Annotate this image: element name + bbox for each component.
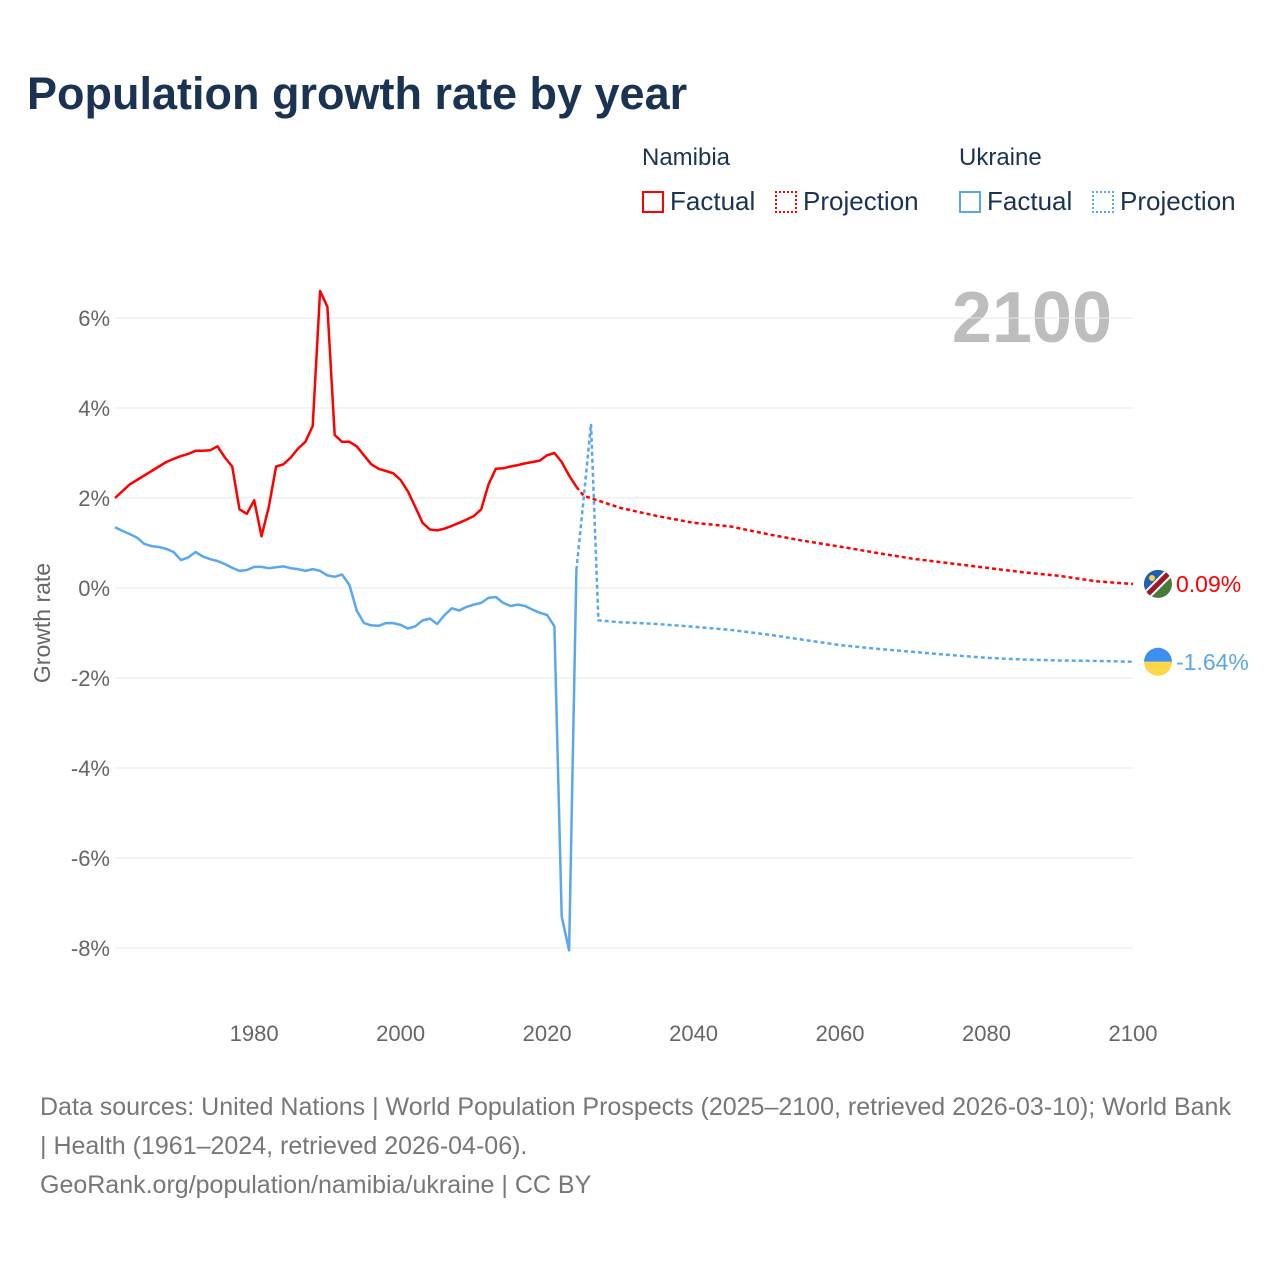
legend-label: Projection: [803, 186, 919, 216]
y-tick-label: -2%: [71, 666, 110, 691]
namibia-flag-icon: [1144, 569, 1172, 598]
x-tick-label: 2060: [816, 1021, 865, 1046]
legend-swatch-solid: [642, 190, 664, 213]
x-tick-label: 2040: [669, 1021, 718, 1046]
legend-namibia-heading: Namibia: [642, 144, 731, 171]
legend-namibia-projection[interactable]: Projection: [775, 186, 919, 217]
y-tick-label: -8%: [71, 936, 110, 961]
credit-link[interactable]: GeoRank.org/population/namibia/ukraine |…: [40, 1171, 592, 1199]
x-tick-label: 2000: [376, 1021, 425, 1046]
ukraine-flag-icon: [1144, 647, 1172, 676]
y-axis-label: Growth rate: [29, 563, 55, 683]
chart-title: Population growth rate by year: [27, 68, 688, 119]
series-line-ukraine-factual[interactable]: [114, 526, 578, 952]
y-tick-label: 4%: [78, 396, 110, 421]
y-tick-label: 6%: [78, 306, 110, 331]
x-tick-label: 1980: [230, 1021, 279, 1046]
series-line-ukraine-projection[interactable]: [575, 422, 1134, 664]
end-value-label-namibia: 0.09%: [1176, 571, 1241, 597]
data-sources: Data sources: United Nations | World Pop…: [40, 1093, 1231, 1160]
series-line-namibia-factual[interactable]: [114, 289, 578, 538]
x-tick-label: 2020: [523, 1021, 572, 1046]
legend-label: Projection: [1120, 186, 1236, 216]
legend-ukraine-projection[interactable]: Projection: [1092, 186, 1236, 217]
y-tick-label: -4%: [71, 756, 110, 781]
footer: Data sources: United Nations | World Pop…: [40, 1088, 1240, 1205]
legend-ukraine-factual[interactable]: Factual: [959, 186, 1072, 217]
y-tick-label: -6%: [71, 846, 110, 871]
legend-swatch-dotted: [775, 190, 797, 213]
legend-ukraine-heading: Ukraine: [959, 144, 1042, 171]
series-line-namibia-projection[interactable]: [575, 486, 1134, 586]
y-tick-label: 0%: [78, 576, 110, 601]
legend-label: Factual: [987, 186, 1073, 216]
y-tick-label: 2%: [78, 486, 110, 511]
legend-swatch-solid: [959, 190, 981, 213]
legend-swatch-dotted: [1092, 190, 1114, 213]
legend-namibia-factual[interactable]: Factual: [642, 186, 755, 217]
end-value-label-ukraine: -1.64%: [1176, 649, 1249, 675]
legend-label: Factual: [670, 186, 756, 216]
x-tick-label: 2100: [1109, 1021, 1158, 1046]
x-tick-label: 2080: [962, 1021, 1011, 1046]
